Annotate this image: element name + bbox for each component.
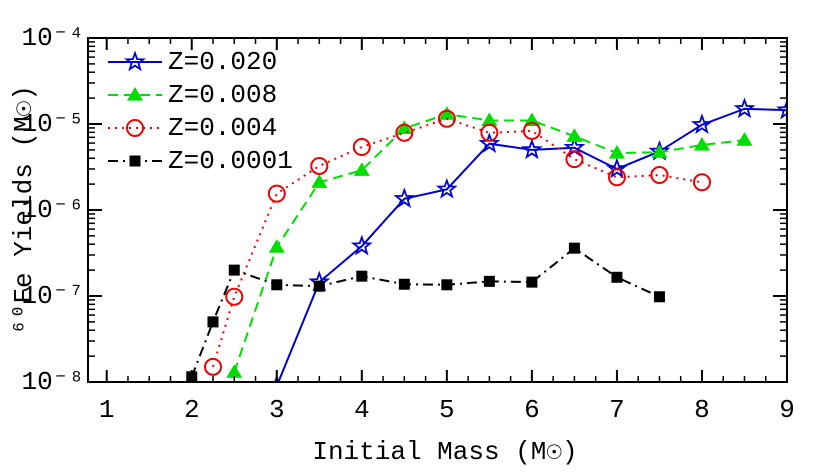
legend-label: Z=0.004 — [168, 113, 277, 143]
circle-marker — [395, 123, 414, 142]
circle-marker — [310, 156, 329, 175]
circle-marker — [352, 138, 371, 157]
star-marker — [606, 157, 628, 179]
square-marker — [568, 242, 580, 254]
star-marker — [776, 98, 787, 120]
triangle-marker — [226, 364, 243, 378]
y-axis-label: ⁶⁰Fe Yields (M☉) — [9, 85, 39, 335]
circle-marker — [607, 168, 626, 187]
x-tick-label: 4 — [354, 395, 370, 425]
triangle-marker — [651, 144, 668, 158]
triangle-marker — [608, 145, 625, 159]
square-marker — [483, 275, 495, 287]
circle-marker — [204, 357, 223, 376]
circle-marker — [126, 119, 144, 137]
square-marker — [271, 279, 283, 291]
square-marker — [313, 280, 325, 292]
y-tick-label: 10⁻⁶ — [22, 195, 84, 225]
square-marker — [356, 270, 368, 282]
y-tick-label: 10⁻⁵ — [22, 109, 84, 139]
y-tick-label: 10⁻⁷ — [22, 281, 84, 311]
legend-label: Z=0.008 — [168, 80, 277, 110]
x-tick-label: 9 — [779, 395, 795, 425]
square-marker — [398, 278, 410, 290]
series-line — [277, 107, 787, 382]
triangle-marker — [311, 174, 328, 188]
star-marker — [124, 50, 146, 72]
circle-marker — [692, 173, 711, 192]
triangle-marker — [693, 136, 710, 151]
triangle-marker — [127, 87, 143, 101]
circle-marker — [437, 109, 456, 128]
square-marker — [228, 264, 240, 276]
y-tick-label: 10⁻⁸ — [22, 367, 84, 397]
star-marker — [478, 132, 501, 153]
x-axis-label: Initial Mass (M☉) — [312, 437, 577, 467]
triangle-marker — [268, 239, 285, 253]
star-marker — [733, 97, 756, 119]
triangle-marker — [523, 112, 540, 127]
star-marker — [393, 187, 416, 209]
square-marker — [653, 291, 665, 303]
series-line — [212, 117, 703, 368]
triangle-marker — [438, 106, 455, 120]
square-marker — [129, 155, 141, 167]
plot-area — [186, 97, 787, 382]
triangle-marker — [353, 162, 370, 176]
square-marker — [611, 271, 623, 283]
x-tick-label: 2 — [184, 395, 200, 425]
square-marker — [526, 276, 538, 288]
y-tick-label: 10⁻⁴ — [22, 23, 84, 53]
triangle-marker — [396, 120, 413, 134]
triangle-marker — [736, 132, 753, 146]
x-tick-label: 3 — [269, 395, 285, 425]
triangle-marker — [566, 128, 583, 142]
x-tick-label: 6 — [524, 395, 540, 425]
x-tick-label: 7 — [609, 395, 625, 425]
star-marker — [691, 113, 713, 135]
circle-marker — [522, 121, 541, 140]
legend-label: Z=0.020 — [168, 47, 277, 77]
legend-label: Z=0.0001 — [168, 146, 293, 176]
square-marker — [207, 316, 219, 328]
series-line — [190, 246, 660, 378]
circle-marker — [267, 184, 286, 203]
x-tick-label: 5 — [439, 395, 455, 425]
circle-marker — [565, 150, 584, 169]
square-marker — [441, 279, 453, 291]
star-marker — [435, 177, 458, 199]
series-line — [233, 113, 745, 373]
star-marker — [350, 234, 373, 256]
circle-marker — [650, 166, 669, 185]
x-tick-label: 8 — [694, 395, 710, 425]
x-tick-label: 1 — [99, 395, 115, 425]
triangle-marker — [481, 112, 498, 127]
star-marker — [520, 138, 543, 160]
circle-marker — [225, 287, 244, 306]
circle-marker — [480, 123, 499, 142]
